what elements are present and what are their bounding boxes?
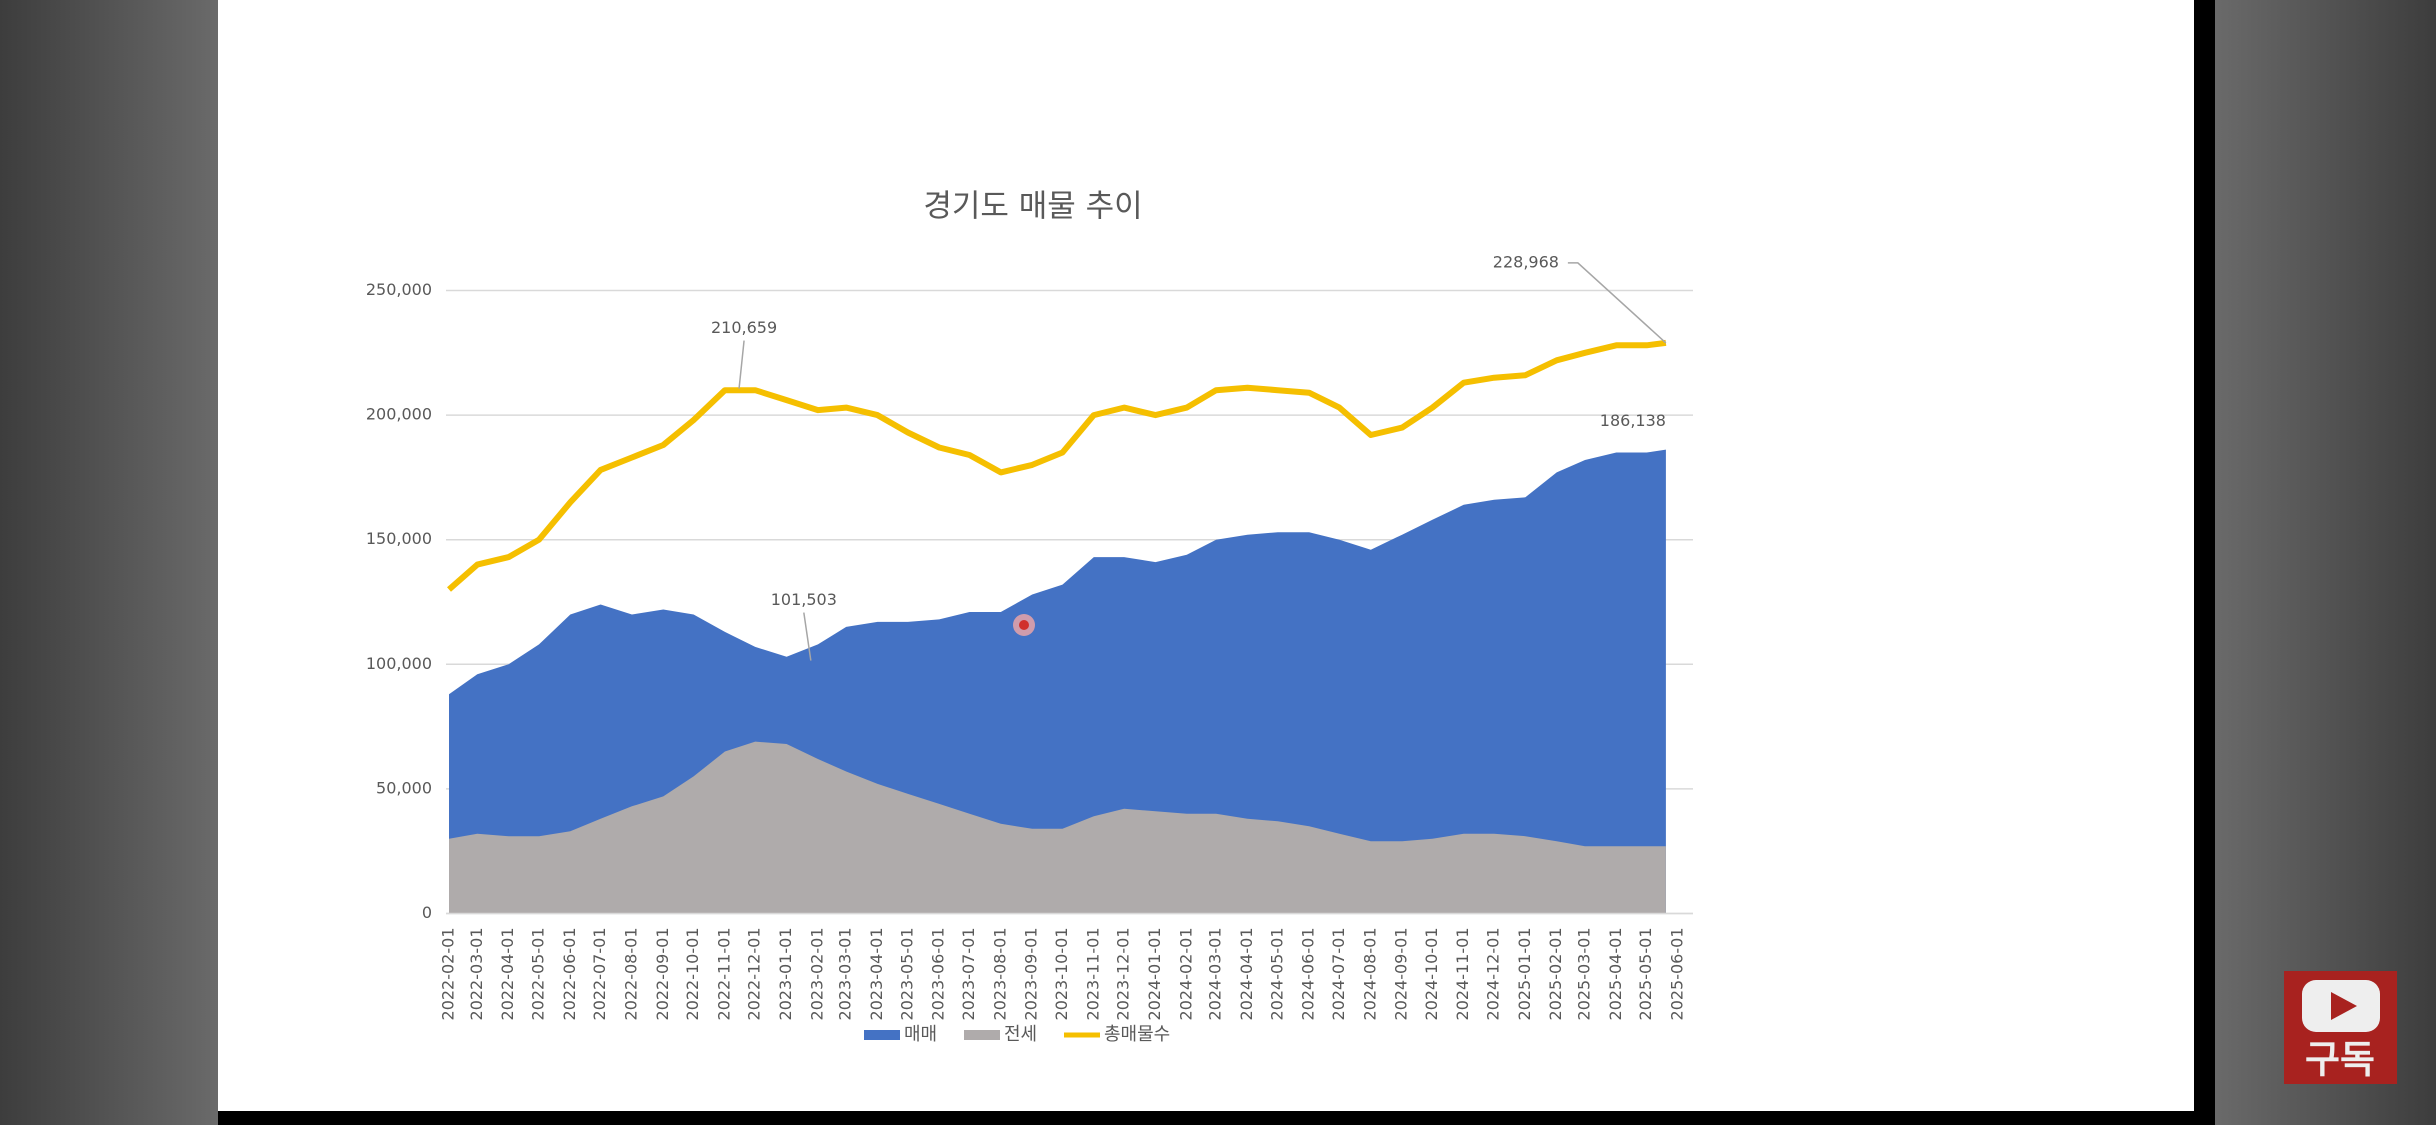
- annotation-label: 210,659: [711, 318, 777, 337]
- x-tick-label: 2024-12-01: [1484, 928, 1503, 1021]
- play-triangle: [2331, 992, 2357, 1020]
- legend-label: 총매물수: [1104, 1024, 1170, 1045]
- x-tick-label: 2024-04-01: [1237, 928, 1256, 1021]
- legend-label: 전세: [1004, 1024, 1037, 1045]
- y-tick-label: 100,000: [366, 654, 432, 673]
- x-tick-label: 2022-11-01: [714, 928, 733, 1021]
- border-bottom: [218, 1111, 2215, 1125]
- x-tick-label: 2023-11-01: [1083, 928, 1102, 1021]
- subscribe-button[interactable]: 구독: [2284, 971, 2397, 1084]
- x-tick-label: 2023-12-01: [1114, 928, 1133, 1021]
- background-right: [2215, 0, 2436, 1125]
- x-tick-label: 2023-07-01: [959, 928, 978, 1021]
- x-tick-label: 2024-03-01: [1206, 928, 1225, 1021]
- subscribe-label[interactable]: 구독: [2305, 1038, 2375, 1082]
- x-tick-label: 2022-03-01: [467, 928, 486, 1021]
- annotation-label: 228,968: [1493, 252, 1559, 271]
- x-tick-label: 2025-04-01: [1606, 928, 1625, 1021]
- x-tick-label: 2023-10-01: [1052, 928, 1071, 1021]
- x-tick-label: 2024-01-01: [1145, 928, 1164, 1021]
- x-tick-label: 2025-05-01: [1636, 928, 1655, 1021]
- legend-swatch: [864, 1030, 900, 1040]
- x-tick-label: 2025-02-01: [1546, 928, 1565, 1021]
- x-tick-label: 2024-09-01: [1392, 928, 1411, 1021]
- area: [449, 741, 1666, 914]
- x-tick-label: 2024-10-01: [1422, 928, 1441, 1021]
- x-tick-label: 2023-06-01: [929, 928, 948, 1021]
- x-tick-label: 2022-04-01: [498, 928, 517, 1021]
- line: [447, 339, 1667, 592]
- background-left: [0, 0, 218, 1125]
- x-tick-label: 2025-01-01: [1515, 928, 1534, 1021]
- x-tick-label: 2022-08-01: [621, 928, 640, 1021]
- x-tick-label: 2022-05-01: [528, 928, 547, 1021]
- x-tick-label: 2024-05-01: [1267, 928, 1286, 1021]
- leader-line: [1567, 262, 1667, 344]
- x-tick-label: 2022-07-01: [590, 928, 609, 1021]
- plot: 0 50,000 100,000 150,000 200,000 250,000 2022-…: [366, 252, 1693, 1045]
- x-tick-label: 2022-09-01: [653, 928, 672, 1021]
- x-tick-label: 2023-04-01: [867, 928, 886, 1021]
- chart-title: 경기도 매물 추이: [923, 189, 1142, 225]
- x-tick-label: 2022-12-01: [745, 928, 764, 1021]
- x-tick-label: 2024-06-01: [1299, 928, 1318, 1021]
- leader-line: [738, 340, 745, 389]
- legend-swatch: [964, 1030, 1000, 1040]
- x-tick-label: 2023-03-01: [836, 928, 855, 1021]
- y-tick-label: 50,000: [376, 778, 432, 797]
- x-tick-label: 2022-06-01: [560, 928, 579, 1021]
- x-tick-label: 2023-02-01: [807, 928, 826, 1021]
- x-tick-label: 2022-02-01: [439, 928, 458, 1021]
- x-tick-label: 2024-11-01: [1453, 928, 1472, 1021]
- x-tick-label: 2023-01-01: [776, 928, 795, 1021]
- x-tick-label: 2024-02-01: [1176, 928, 1195, 1021]
- annotation-label: 186,138: [1600, 411, 1666, 430]
- x-tick-label: 2022-10-01: [683, 928, 702, 1021]
- y-tick-label: 150,000: [366, 529, 432, 548]
- annotation-label: 101,503: [771, 590, 837, 609]
- y-tick-label: 250,000: [366, 280, 432, 299]
- x-tick-label: 2025-03-01: [1575, 928, 1594, 1021]
- x-tick-label: 2023-05-01: [897, 928, 916, 1021]
- border-right: [2194, 0, 2215, 1125]
- cursor-dot: [1019, 620, 1029, 630]
- leader-line: [803, 612, 812, 661]
- x-tick-label: 2024-08-01: [1360, 928, 1379, 1021]
- legend-label: 매매: [904, 1024, 937, 1045]
- y-tick-label: 200,000: [366, 405, 432, 424]
- y-tick-label: 0: [422, 903, 432, 922]
- x-tick-label: 2023-08-01: [990, 928, 1009, 1021]
- x-tick-label: 2024-07-01: [1329, 928, 1348, 1021]
- x-tick-label: 2023-09-01: [1022, 928, 1041, 1021]
- x-tick-label: 2025-06-01: [1668, 928, 1687, 1021]
